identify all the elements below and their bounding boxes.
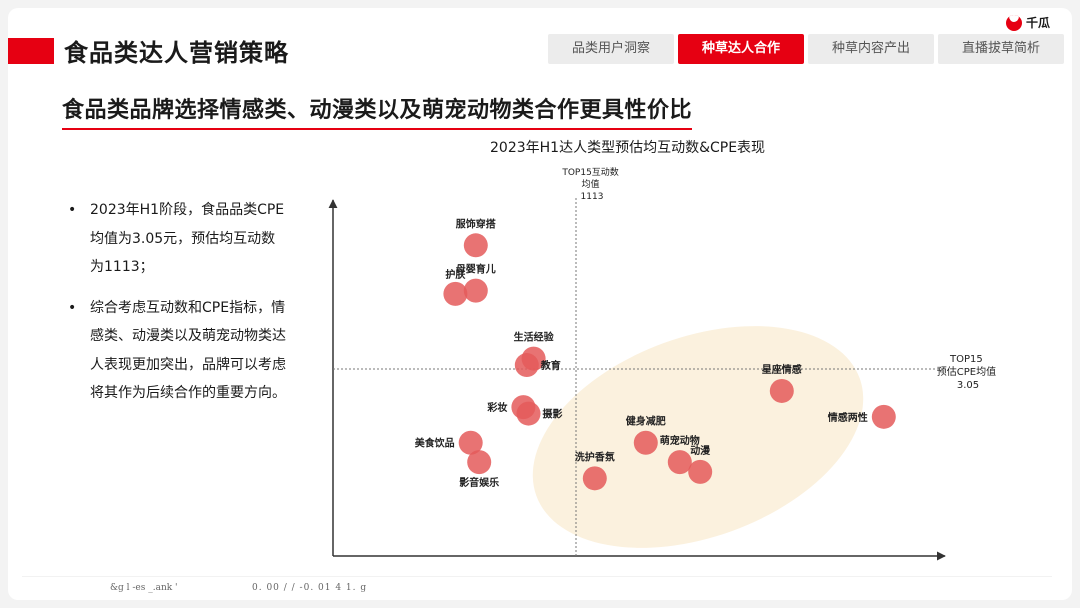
chart-title: 2023年H1达人类型预估均互动数&CPE表现 <box>490 140 766 156</box>
data-point <box>516 401 541 426</box>
data-point-label: 洗护香氛 <box>575 450 615 463</box>
data-point <box>871 404 896 429</box>
data-point-label: 情感两性 <box>828 411 868 424</box>
tab-category-insight[interactable]: 品类用户洞察 <box>548 34 674 64</box>
data-point-label: 彩妆 <box>486 401 507 414</box>
data-point <box>443 281 468 306</box>
data-point <box>769 378 794 403</box>
data-point <box>667 450 692 475</box>
footer-text: 0. 00 / / -0. 01 4 1. g <box>252 583 368 593</box>
interaction-mean-label: TOP15互动数 均值 1113 <box>561 166 621 202</box>
data-point-label: 服饰穿搭 <box>456 217 497 230</box>
insight-item: 综合考虑互动数和CPE指标，情感类、动漫类以及萌宠动物类达人表现更加突出，品牌可… <box>68 294 288 408</box>
footer: &g l -es _.ank ' 0. 00 / / -0. 01 4 1. g <box>22 576 1052 597</box>
section-tabs: 品类用户洞察 种草达人合作 种草内容产出 直播拔草简析 <box>548 34 1064 64</box>
data-point <box>467 450 492 475</box>
data-point-label: 教育 <box>540 359 561 372</box>
footer-text: &g l -es _.ank ' <box>110 583 178 593</box>
data-point <box>463 233 488 258</box>
cpe-mean-label: TOP15 预估CPE均值 3.05 <box>937 354 1000 391</box>
data-point <box>582 466 607 491</box>
subtitle: 食品类品牌选择情感类、动漫类以及萌宠动物类合作更具性价比 <box>62 92 693 130</box>
data-point <box>458 430 483 455</box>
data-point-label: 萌宠动物 <box>660 434 700 447</box>
scatter-chart: TOP15互动数 均值 1113 TOP15 预估CPE均值 3.05 服饰穿搭… <box>328 166 1000 561</box>
slide: 食品类达人营销策略 千瓜 品类用户洞察 种草达人合作 种草内容产出 直播拔草简析… <box>8 8 1072 600</box>
qiangua-logo-icon <box>1005 14 1022 31</box>
data-point-label: 健身减肥 <box>626 415 666 428</box>
data-point-label: 生活经验 <box>514 331 555 344</box>
tab-kol-cooperation[interactable]: 种草达人合作 <box>678 34 804 64</box>
data-point <box>463 278 488 303</box>
tab-content-output[interactable]: 种草内容产出 <box>808 34 934 64</box>
data-point <box>688 459 713 484</box>
data-point-label: 动漫 <box>690 444 711 457</box>
brand-logo: 千瓜 <box>1005 14 1050 31</box>
data-point-label: 星座情感 <box>762 363 802 376</box>
data-point <box>514 353 539 378</box>
data-point <box>633 430 658 455</box>
data-point-label: 影音娱乐 <box>459 476 499 489</box>
tab-live-analysis[interactable]: 直播拔草简析 <box>938 34 1064 64</box>
data-point-label: 美食饮品 <box>415 437 455 450</box>
page-title: 食品类达人营销策略 <box>64 39 289 67</box>
insight-item: 2023年H1阶段，食品品类CPE均值为3.05元，预估均互动数为1113； <box>68 196 288 282</box>
insight-list: 2023年H1阶段，食品品类CPE均值为3.05元，预估均互动数为1113； 综… <box>68 196 288 420</box>
title-accent-bar <box>8 38 54 64</box>
data-point-label: 摄影 <box>543 408 563 421</box>
logo-text: 千瓜 <box>1025 16 1050 30</box>
data-point-label: 护肤 <box>445 268 466 281</box>
data-point-label: 母婴育儿 <box>456 263 496 276</box>
